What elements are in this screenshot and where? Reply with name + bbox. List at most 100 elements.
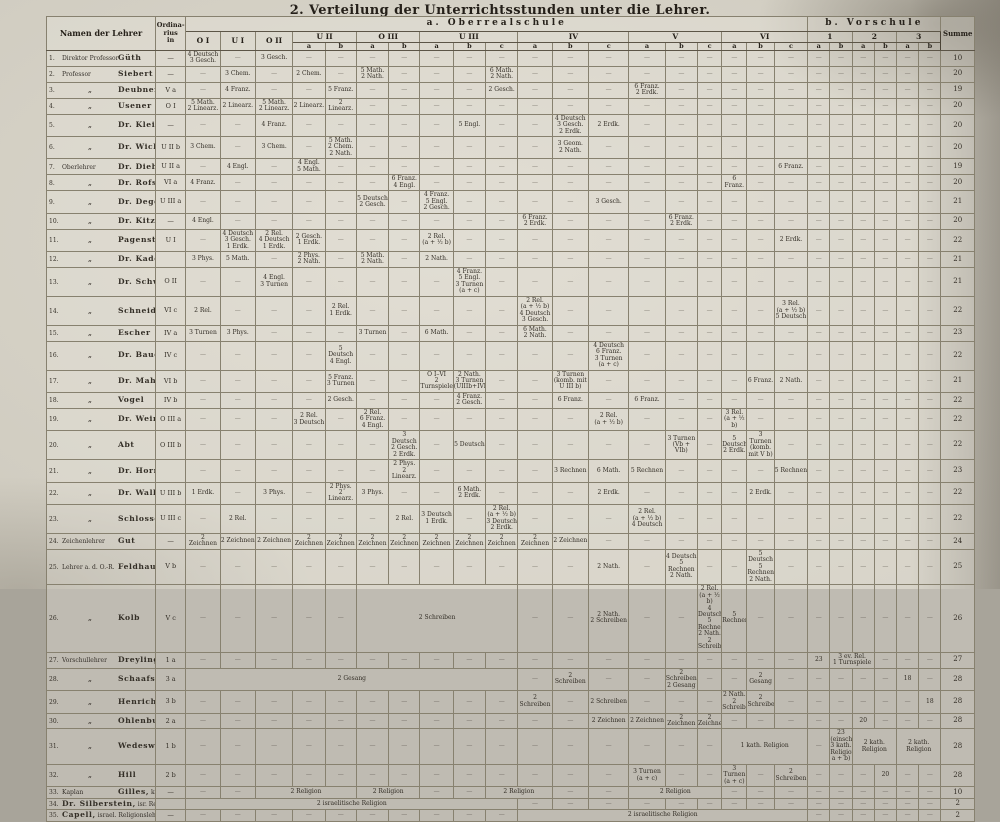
teacher-name-cell: 14.„Schneider	[47, 296, 156, 325]
hours-cell: —	[552, 764, 588, 786]
ordinarius-cell: VI b	[156, 370, 186, 392]
hours-cell: 2 Zeichnen	[255, 533, 292, 549]
col-header-1: 1	[808, 31, 852, 42]
hours-cell: —	[747, 175, 774, 191]
hours-cell: —	[830, 392, 852, 408]
hours-cell: —	[356, 82, 388, 98]
hours-cell: —	[722, 549, 747, 584]
hours-cell: —	[420, 482, 453, 504]
hours-cell: —	[186, 549, 220, 584]
hours-cell: —	[747, 798, 774, 809]
hours-cell: —	[255, 585, 292, 653]
hours-cell: —	[588, 392, 628, 408]
hours-cell: —	[774, 191, 808, 213]
hours-cell: —	[897, 798, 919, 809]
hours-cell: —	[420, 431, 453, 460]
hours-cell: 2 Rel.(a + ½ b)	[588, 408, 628, 430]
hours-cell: —	[874, 50, 896, 66]
summe-cell: 22	[941, 296, 975, 325]
hours-cell: —	[220, 549, 255, 584]
hours-cell: —	[389, 252, 420, 268]
hours-cell: 2 Gesang	[186, 668, 518, 690]
hours-cell: —	[293, 191, 325, 213]
hours-cell: —	[919, 341, 941, 370]
hours-cell: —	[897, 370, 919, 392]
hours-cell: —	[874, 668, 896, 690]
hours-cell: —	[552, 549, 588, 584]
hours-cell: —	[552, 252, 588, 268]
hours-cell: —	[220, 114, 255, 136]
hours-cell: —	[453, 213, 485, 229]
hours-cell: —	[255, 549, 292, 584]
hours-cell: 2 Zeichnen	[453, 533, 485, 549]
hours-cell: —	[552, 504, 588, 533]
hours-cell: —	[874, 504, 896, 533]
table-row: 30.„Ohlenburger2 a————————————2 Zeichnen…	[47, 713, 975, 729]
hours-cell: —	[389, 713, 420, 729]
teacher-name-cell: 25.Lehrer a. d. O.-R.Feldhausen	[47, 549, 156, 584]
hours-cell: —	[830, 66, 852, 82]
hours-cell: —	[808, 691, 830, 713]
hours-cell: —	[697, 392, 721, 408]
hours-cell: 5 Math.2 Nath.	[356, 66, 388, 82]
hours-cell: —	[186, 82, 220, 98]
hours-cell: —	[874, 549, 896, 584]
hours-cell: —	[518, 482, 552, 504]
hours-cell: —	[220, 787, 255, 798]
hours-cell: —	[808, 159, 830, 175]
hours-cell: —	[588, 229, 628, 251]
hours-cell: —	[420, 810, 453, 821]
hours-cell: —	[389, 370, 420, 392]
hours-cell: —	[852, 504, 874, 533]
col-subheader-U II-a: a	[293, 42, 325, 50]
hours-cell: —	[697, 66, 721, 82]
hours-cell: 3 Turnen(komb. mit V b)	[747, 431, 774, 460]
col-subheader-V-c: c	[697, 42, 721, 50]
hours-cell: —	[919, 764, 941, 786]
hours-cell: 2 Erdk.	[588, 482, 628, 504]
hours-cell: —	[830, 585, 852, 653]
hours-cell: —	[453, 66, 485, 82]
hours-cell: 2 Rel.3 Deutsch	[293, 408, 325, 430]
summe-cell: 21	[941, 191, 975, 213]
hours-cell: 2 israelitische Religion	[186, 798, 518, 809]
hours-cell: —	[852, 431, 874, 460]
hours-cell: —	[186, 431, 220, 460]
hours-cell: —	[293, 691, 325, 713]
hours-cell: —	[697, 504, 721, 533]
hours-cell: —	[220, 191, 255, 213]
hours-cell: —	[808, 341, 830, 370]
table-row: 22.„Dr. WallbottU III b1 Erdk.—3 Phys.—2…	[47, 482, 975, 504]
hours-cell: 3 Phys.	[356, 482, 388, 504]
hours-cell: 2 Linearz.	[325, 98, 356, 114]
col-header-U I: U I	[220, 31, 255, 50]
hours-cell: —	[747, 82, 774, 98]
hours-cell: —	[830, 713, 852, 729]
hours-cell: 3 Gesch.	[588, 191, 628, 213]
teacher-name-cell: 23.„Schlosser	[47, 504, 156, 533]
hours-cell: —	[774, 787, 808, 798]
ordinarius-cell: O III a	[156, 408, 186, 430]
hours-cell: —	[255, 408, 292, 430]
hours-cell: —	[588, 504, 628, 533]
hours-cell: 4 Franz.5 Engl.3 Turnen(a + c)	[453, 267, 485, 296]
hours-cell: —	[852, 82, 874, 98]
hours-cell: —	[808, 729, 830, 764]
hours-cell: —	[552, 482, 588, 504]
hours-cell: —	[774, 798, 808, 809]
hours-cell: —	[588, 159, 628, 175]
hours-cell: —	[356, 652, 388, 668]
col-subheader-VI-b: b	[747, 42, 774, 50]
hours-cell: —	[665, 798, 697, 809]
hours-cell: —	[255, 325, 292, 341]
hours-cell: —	[552, 175, 588, 191]
hours-cell: 2 Zeichnen	[220, 533, 255, 549]
hours-cell: —	[356, 549, 388, 584]
table-row: 14.„SchneiderVI c2 Rel.———2 Rel.1 Erdk.—…	[47, 296, 975, 325]
hours-cell: —	[852, 159, 874, 175]
hours-cell: —	[389, 114, 420, 136]
hours-cell: —	[293, 175, 325, 191]
